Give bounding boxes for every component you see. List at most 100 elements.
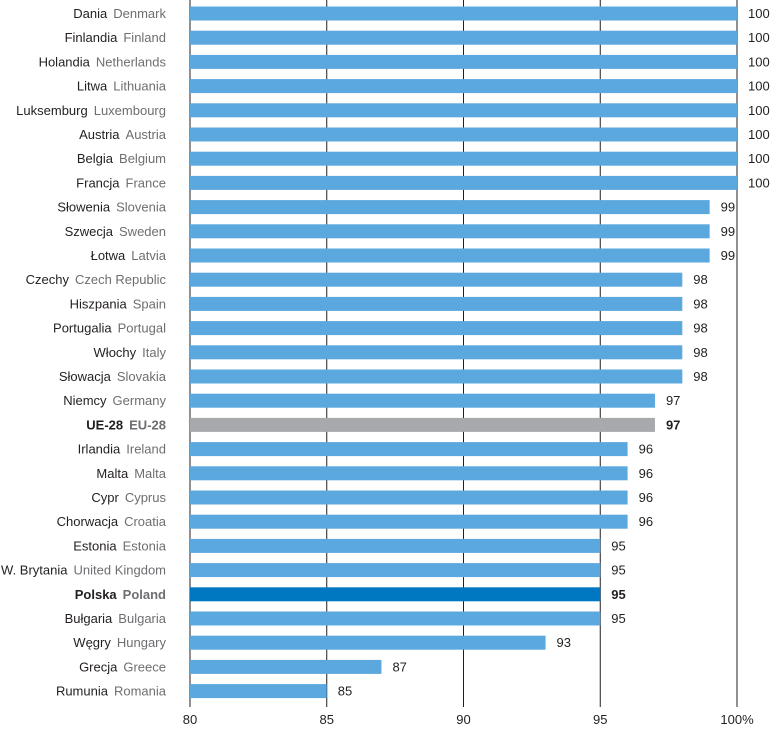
category-label: Estonia Estonia xyxy=(73,538,167,553)
category-label-en: France xyxy=(126,175,166,190)
category-label-pl: Malta xyxy=(96,466,129,481)
category-label-pl: Belgia xyxy=(77,151,114,166)
category-label-pl: Słowenia xyxy=(57,200,111,215)
category-labels: Dania Denmark Finlandia Finland Holandia Neth… xyxy=(1,6,167,699)
value-label: 97 xyxy=(666,417,680,432)
bar-france xyxy=(190,175,737,190)
category-label: Portugalia Portugal xyxy=(53,321,166,336)
category-label: Cypr Cyprus xyxy=(91,490,166,505)
value-label: 96 xyxy=(639,466,653,481)
bar-germany xyxy=(190,393,655,408)
value-label: 100 xyxy=(748,175,770,190)
value-label: 96 xyxy=(639,490,653,505)
category-label: Niemcy Germany xyxy=(63,393,166,408)
category-label-pl: Irlandia xyxy=(78,442,121,457)
category-label-pl: Włochy xyxy=(94,345,137,360)
category-label-en: Romania xyxy=(114,684,167,699)
bar-finland xyxy=(190,30,737,45)
bar-bulgaria xyxy=(190,611,601,626)
category-label-en: Germany xyxy=(113,393,167,408)
category-label-pl: Chorwacja xyxy=(57,514,119,529)
category-label: Rumunia Romania xyxy=(56,684,167,699)
bar-denmark xyxy=(190,6,737,21)
value-label: 100 xyxy=(748,54,770,69)
value-label: 100 xyxy=(748,79,770,94)
category-label: Słowenia Slovenia xyxy=(57,200,166,215)
value-label: 99 xyxy=(721,224,735,239)
bar-slovenia xyxy=(190,200,710,215)
category-label: Słowacja Slovakia xyxy=(59,369,167,384)
category-label-pl: Czechy xyxy=(26,272,70,287)
category-label-pl: Szwecja xyxy=(65,224,114,239)
category-label-pl: Węgry xyxy=(73,635,111,650)
bar-czech-republic xyxy=(190,272,683,287)
category-label-pl: Rumunia xyxy=(56,684,109,699)
value-label: 95 xyxy=(611,611,625,626)
bar-estonia xyxy=(190,538,601,553)
category-label-pl: UE-28 xyxy=(86,417,123,432)
value-label: 95 xyxy=(611,538,625,553)
category-label-pl: Dania xyxy=(73,6,108,21)
category-label: Czechy Czech Republic xyxy=(26,272,167,287)
category-label-en: Sweden xyxy=(119,224,166,239)
value-label: 98 xyxy=(693,321,707,336)
bar-malta xyxy=(190,466,628,481)
bars xyxy=(190,6,737,699)
category-label: Dania Denmark xyxy=(73,6,166,21)
category-label-en: Denmark xyxy=(113,6,166,21)
category-label: Włochy Italy xyxy=(94,345,167,360)
bar-poland xyxy=(190,587,601,602)
category-label-pl: Grecja xyxy=(79,659,118,674)
category-label: UE-28 EU-28 xyxy=(86,417,166,432)
category-label-en: Portugal xyxy=(118,321,167,336)
value-label: 98 xyxy=(693,272,707,287)
category-label-pl: Luksemburg xyxy=(16,103,88,118)
category-label: Polska Poland xyxy=(75,587,166,602)
bar-belgium xyxy=(190,151,737,166)
category-label-en: Czech Republic xyxy=(75,272,167,287)
category-label-en: Lithuania xyxy=(113,79,167,94)
category-label-pl: Francja xyxy=(76,175,120,190)
category-label: Finlandia Finland xyxy=(65,30,166,45)
category-label: Chorwacja Croatia xyxy=(57,514,167,529)
category-label: W. Brytania United Kingdom xyxy=(1,563,166,578)
category-label-en: United Kingdom xyxy=(74,563,167,578)
category-label: Malta Malta xyxy=(96,466,166,481)
value-label: 100 xyxy=(748,103,770,118)
value-label: 95 xyxy=(611,587,625,602)
category-label-pl: Holandia xyxy=(39,54,91,69)
value-labels: 100 100 100 100 100 100 100 100 99 99 99 98 98 98 98 98… xyxy=(338,6,770,699)
category-label: Austria Austria xyxy=(79,127,167,142)
category-label-en: Estonia xyxy=(123,538,167,553)
category-label-en: EU-28 xyxy=(129,417,166,432)
category-label-pl: Łotwa xyxy=(91,248,126,263)
category-label-en: Belgium xyxy=(119,151,166,166)
category-label: Holandia Netherlands xyxy=(39,54,167,69)
category-label-pl: Bułgaria xyxy=(65,611,113,626)
value-label: 99 xyxy=(721,200,735,215)
category-label: Litwa Lithuania xyxy=(77,79,167,94)
bar-hungary xyxy=(190,635,546,650)
category-label: Belgia Belgium xyxy=(77,151,166,166)
value-label: 100 xyxy=(748,6,770,21)
value-label: 100 xyxy=(748,151,770,166)
category-label-en: Slovenia xyxy=(116,200,167,215)
bar-eu-28 xyxy=(190,417,655,432)
category-label-en: Austria xyxy=(126,127,167,142)
x-tick-label: 85 xyxy=(320,712,334,727)
category-label-en: Latvia xyxy=(131,248,166,263)
bar-slovakia xyxy=(190,369,683,384)
bar-luxembourg xyxy=(190,103,737,118)
bar-austria xyxy=(190,127,737,142)
value-label: 87 xyxy=(392,659,406,674)
value-label: 98 xyxy=(693,345,707,360)
category-label-en: Poland xyxy=(123,587,166,602)
category-label-en: Finland xyxy=(123,30,166,45)
value-label: 100 xyxy=(748,127,770,142)
category-label-pl: Portugalia xyxy=(53,321,112,336)
bar-netherlands xyxy=(190,54,737,69)
bar-spain xyxy=(190,296,683,311)
x-tick-label: 80 xyxy=(183,712,197,727)
x-tick-label: 90 xyxy=(456,712,470,727)
